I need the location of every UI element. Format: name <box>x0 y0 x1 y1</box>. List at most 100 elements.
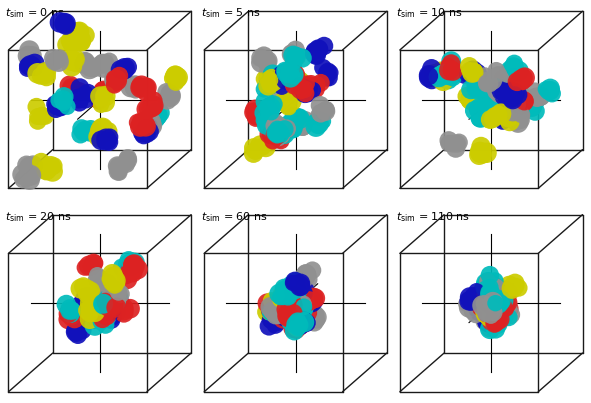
Point <box>485 290 494 296</box>
Point <box>309 298 318 304</box>
Point <box>298 301 308 307</box>
Point <box>300 319 309 325</box>
Point <box>290 322 300 328</box>
Point <box>482 305 492 312</box>
Point <box>25 164 34 170</box>
Point <box>303 271 312 278</box>
Point <box>480 309 490 316</box>
Point <box>113 168 122 174</box>
Point <box>263 104 272 111</box>
Point <box>168 75 178 81</box>
Point <box>96 304 105 311</box>
Point <box>90 322 99 328</box>
Point <box>96 126 106 132</box>
Point <box>292 298 301 305</box>
Point <box>485 314 494 320</box>
Point <box>462 301 471 307</box>
Point <box>249 145 258 151</box>
Point <box>270 130 280 136</box>
Point <box>119 310 129 316</box>
Point <box>490 320 499 327</box>
Point <box>504 114 513 121</box>
Point <box>89 316 98 322</box>
Point <box>54 58 63 65</box>
Point <box>465 67 474 73</box>
Point <box>424 74 434 81</box>
Point <box>86 297 96 303</box>
Point <box>262 59 272 65</box>
Point <box>116 304 126 310</box>
Point <box>436 73 446 80</box>
Point <box>59 97 68 104</box>
Point <box>298 123 307 129</box>
Point <box>61 301 71 308</box>
Point <box>492 79 502 85</box>
Point <box>57 100 66 106</box>
Point <box>294 76 303 82</box>
Point <box>265 75 275 82</box>
Point <box>480 302 489 308</box>
Point <box>104 286 113 292</box>
Point <box>290 308 299 315</box>
Point <box>113 297 123 303</box>
Point <box>285 67 295 74</box>
Point <box>264 117 274 124</box>
Point <box>313 81 322 88</box>
Point <box>275 70 285 77</box>
Point <box>478 299 487 305</box>
Point <box>282 306 291 313</box>
Point <box>106 289 115 296</box>
Point <box>494 315 504 321</box>
Point <box>81 95 90 102</box>
Point <box>489 313 499 320</box>
Point <box>514 68 524 74</box>
Point <box>82 291 92 298</box>
Point <box>104 309 113 316</box>
Point <box>304 298 314 304</box>
Point <box>99 125 108 132</box>
Point <box>475 83 484 89</box>
Point <box>251 107 260 113</box>
Point <box>278 316 288 322</box>
Point <box>77 306 87 312</box>
Point <box>137 121 147 128</box>
Point <box>485 326 495 332</box>
Point <box>484 318 493 325</box>
Point <box>76 131 85 138</box>
Point <box>99 295 108 301</box>
Point <box>61 22 70 29</box>
Point <box>122 268 132 274</box>
Point <box>485 298 494 305</box>
Point <box>293 116 303 122</box>
Point <box>290 293 299 299</box>
Point <box>482 291 492 298</box>
Point <box>294 298 304 304</box>
Point <box>493 108 503 114</box>
Point <box>277 315 287 322</box>
Point <box>473 106 483 112</box>
Point <box>105 58 114 65</box>
Point <box>308 312 317 319</box>
Point <box>481 280 491 286</box>
Point <box>481 305 491 312</box>
Point <box>437 72 447 78</box>
Point <box>485 292 495 299</box>
Point <box>83 309 93 316</box>
Point <box>496 311 505 317</box>
Point <box>65 305 74 312</box>
Point <box>281 289 290 295</box>
Point <box>287 308 296 314</box>
Point <box>69 35 79 42</box>
Point <box>103 280 112 287</box>
Point <box>111 298 121 305</box>
Point <box>32 104 41 110</box>
Point <box>87 264 96 270</box>
Point <box>293 78 303 84</box>
Point <box>301 319 310 325</box>
Point <box>262 113 271 119</box>
Point <box>312 314 322 320</box>
Point <box>511 99 521 106</box>
Point <box>102 314 111 320</box>
Point <box>268 138 278 144</box>
Point <box>281 86 290 92</box>
